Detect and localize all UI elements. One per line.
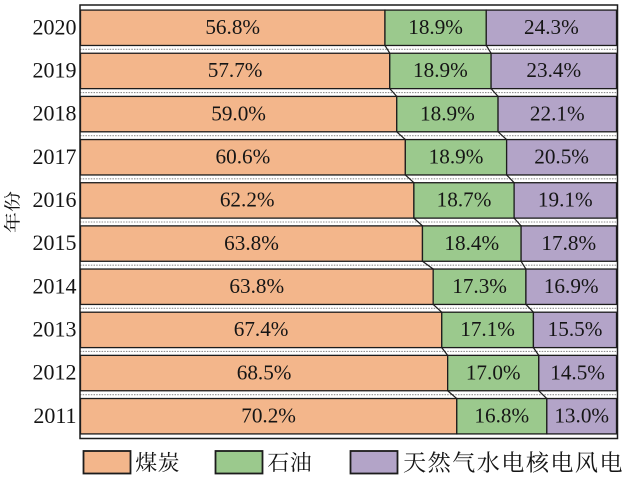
svg-text:22.1%: 22.1% — [530, 101, 585, 125]
svg-text:16.9%: 16.9% — [544, 274, 599, 298]
svg-text:63.8%: 63.8% — [229, 274, 284, 298]
svg-text:68.5%: 68.5% — [237, 360, 292, 384]
svg-text:2011: 2011 — [33, 403, 76, 428]
svg-text:17.0%: 17.0% — [466, 360, 521, 384]
svg-text:18.9%: 18.9% — [429, 145, 484, 169]
svg-text:62.2%: 62.2% — [220, 188, 275, 212]
svg-text:23.4%: 23.4% — [526, 58, 581, 82]
svg-text:18.4%: 18.4% — [444, 231, 499, 255]
svg-text:63.8%: 63.8% — [224, 231, 279, 255]
svg-text:13.0%: 13.0% — [554, 404, 609, 428]
svg-text:2016: 2016 — [33, 187, 77, 212]
svg-text:20.5%: 20.5% — [534, 145, 589, 169]
svg-text:17.1%: 17.1% — [460, 317, 515, 341]
svg-text:57.7%: 57.7% — [208, 58, 263, 82]
svg-text:19.1%: 19.1% — [538, 188, 593, 212]
svg-text:18.7%: 18.7% — [437, 188, 492, 212]
svg-text:18.9%: 18.9% — [408, 15, 463, 39]
svg-text:15.5%: 15.5% — [548, 317, 603, 341]
svg-text:17.8%: 17.8% — [541, 231, 596, 255]
svg-text:2017: 2017 — [33, 144, 77, 169]
svg-text:60.6%: 60.6% — [216, 145, 271, 169]
svg-text:67.4%: 67.4% — [234, 317, 289, 341]
svg-text:59.0%: 59.0% — [211, 101, 266, 125]
svg-text:16.8%: 16.8% — [474, 404, 529, 428]
svg-text:2019: 2019 — [33, 58, 77, 83]
svg-text:14.5%: 14.5% — [550, 360, 605, 384]
svg-text:2018: 2018 — [33, 101, 77, 126]
svg-text:70.2%: 70.2% — [241, 404, 296, 428]
svg-text:18.9%: 18.9% — [413, 58, 468, 82]
svg-text:2013: 2013 — [33, 317, 77, 342]
svg-text:2014: 2014 — [33, 273, 77, 298]
svg-text:18.9%: 18.9% — [420, 101, 475, 125]
svg-text:2012: 2012 — [33, 360, 77, 385]
svg-text:2015: 2015 — [33, 230, 77, 255]
svg-text:56.8%: 56.8% — [205, 15, 260, 39]
svg-text:24.3%: 24.3% — [524, 15, 579, 39]
svg-text:17.3%: 17.3% — [452, 274, 507, 298]
svg-text:2020: 2020 — [33, 14, 77, 39]
